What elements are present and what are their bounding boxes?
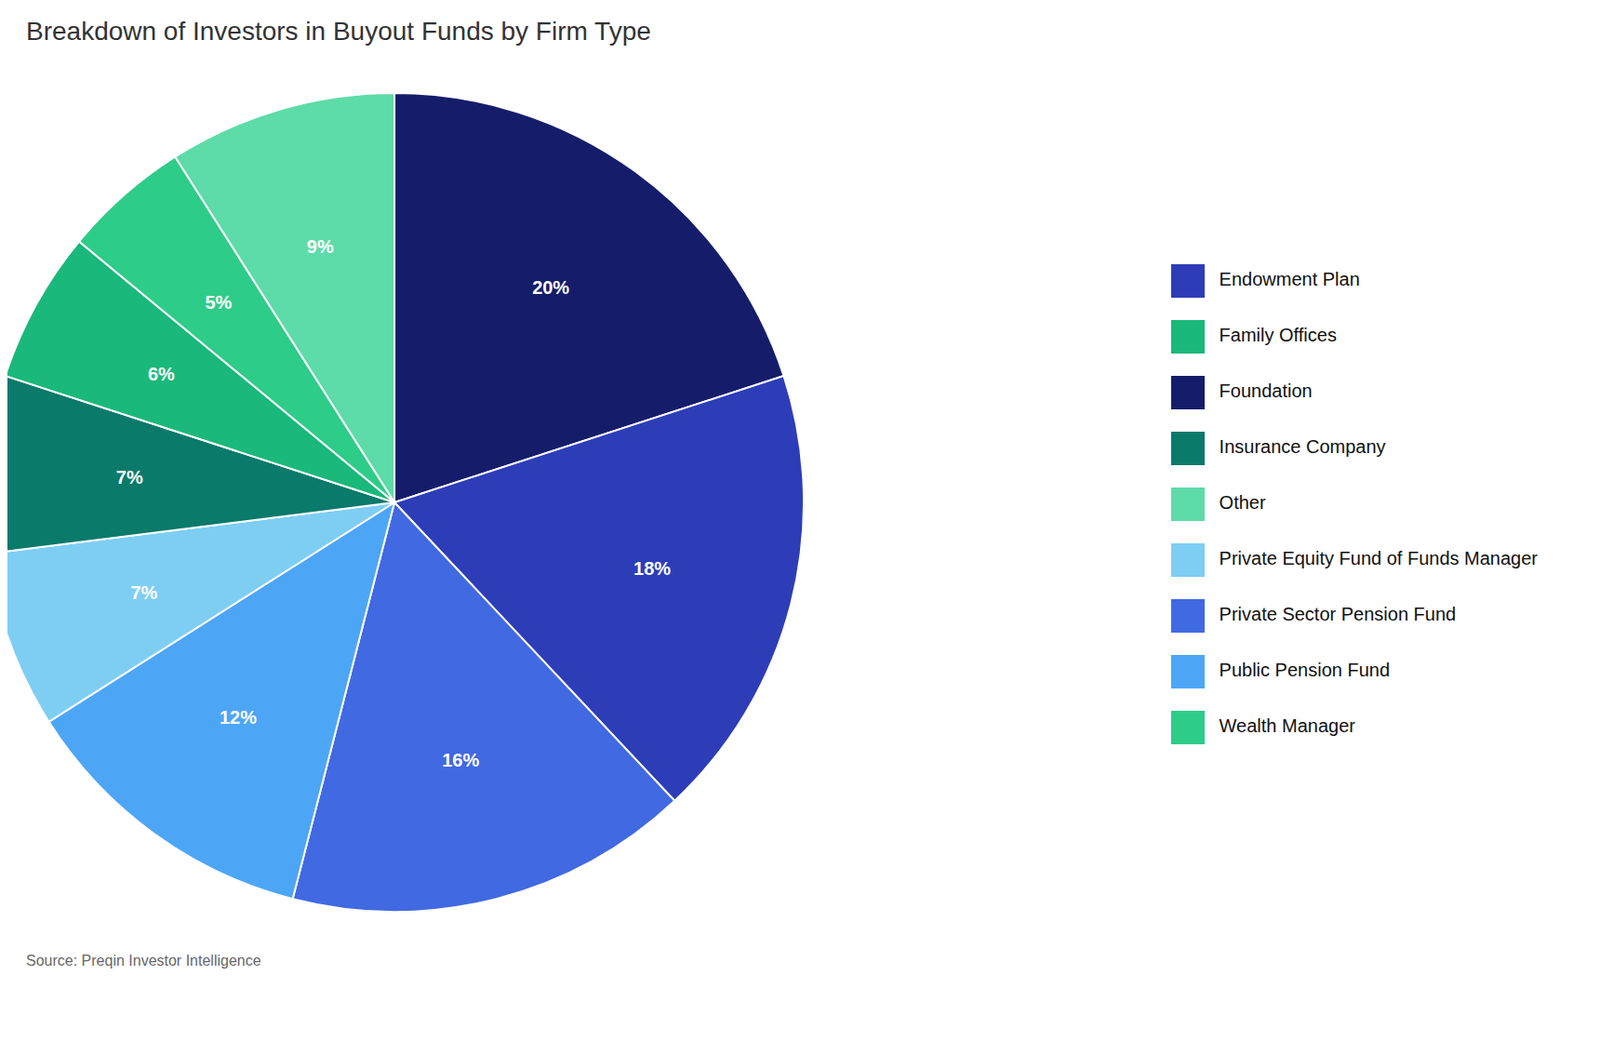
svg-text:20%: 20%	[532, 277, 570, 298]
svg-text:7%: 7%	[116, 466, 144, 488]
html-text:Source: Preqin Investor Intell: Source: Preqin Investor Intelligence	[26, 952, 262, 969]
svg-text:18%: 18%	[633, 558, 671, 579]
svg-text:12%: 12%	[219, 706, 257, 728]
html-text:Foundation: Foundation	[1219, 380, 1313, 401]
svg-text:5%: 5%	[204, 292, 232, 313]
svg-text:9%: 9%	[306, 236, 334, 257]
svg-text:7%: 7%	[131, 582, 159, 603]
html-text:Breakdown of Investors in Buyo: Breakdown of Investors in Buyout Funds b…	[26, 16, 651, 46]
html-text:Wealth Manager: Wealth Manager	[1219, 715, 1356, 736]
html-text:Family Offices: Family Offices	[1219, 324, 1337, 346]
html-text:Other: Other	[1219, 492, 1266, 513]
html-text:Private Equity Fund of Funds M: Private Equity Fund of Funds Manager	[1219, 547, 1538, 569]
svg-text:6%: 6%	[147, 363, 175, 385]
html-text:Private Sector Pension Fund: Private Sector Pension Fund	[1219, 603, 1456, 625]
html-text:Insurance Company: Insurance Company	[1219, 436, 1386, 457]
svg-text:16%: 16%	[441, 749, 480, 771]
html-text:Endowment Plan: Endowment Plan	[1219, 268, 1360, 290]
html-text:Public Pension Fund: Public Pension Fund	[1219, 659, 1390, 680]
